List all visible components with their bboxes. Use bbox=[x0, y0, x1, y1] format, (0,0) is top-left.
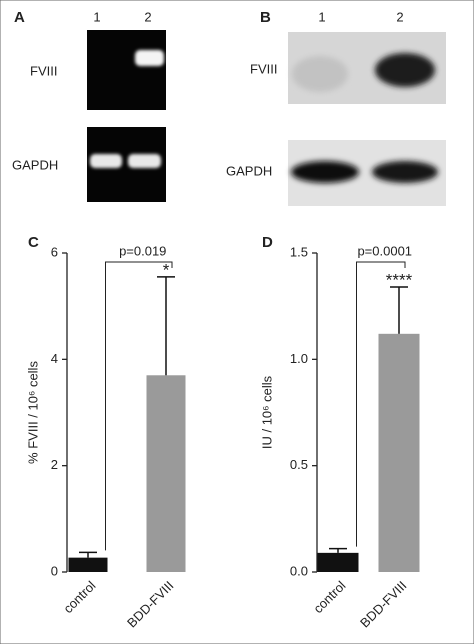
panel-letter: C bbox=[28, 234, 39, 251]
significance-bracket bbox=[105, 261, 173, 551]
bar bbox=[317, 552, 359, 572]
y-axis-label: % FVIII / 10⁶ cells bbox=[25, 361, 40, 464]
blot-label: GAPDH bbox=[226, 163, 272, 178]
y-tick-label: 0.0 bbox=[290, 563, 308, 578]
y-tick-label: 6 bbox=[51, 244, 58, 259]
lane-label: 2 bbox=[144, 9, 151, 24]
y-tick-label: 1.5 bbox=[290, 244, 308, 259]
gel-label: FVIII bbox=[30, 63, 57, 78]
y-tick-label: 2 bbox=[51, 457, 58, 472]
lane-label: 2 bbox=[396, 9, 403, 24]
y-tick-label: 1.0 bbox=[290, 351, 308, 366]
y-tick-label: 0.5 bbox=[290, 457, 308, 472]
significance-stars: **** bbox=[386, 271, 413, 290]
panel-letter: D bbox=[262, 234, 273, 251]
significance-bracket bbox=[356, 261, 406, 547]
gel-label: GAPDH bbox=[12, 157, 58, 172]
lane-label: 1 bbox=[93, 9, 100, 24]
panel-letter: B bbox=[260, 9, 271, 26]
bar bbox=[68, 557, 108, 572]
blot-image bbox=[288, 32, 446, 206]
bar bbox=[378, 333, 420, 572]
panel-letter: A bbox=[14, 9, 25, 26]
significance-stars: * bbox=[163, 260, 170, 279]
blot-label: FVIII bbox=[250, 61, 277, 76]
y-axis-label: IU / 10⁶ cells bbox=[259, 375, 274, 449]
lane-label: 1 bbox=[318, 9, 325, 24]
p-value: p=0.0001 bbox=[357, 243, 412, 258]
p-value: p=0.019 bbox=[119, 243, 166, 258]
bar bbox=[146, 375, 186, 572]
gel-image bbox=[87, 30, 166, 202]
y-tick-label: 0 bbox=[51, 563, 58, 578]
y-tick-label: 4 bbox=[51, 351, 58, 366]
